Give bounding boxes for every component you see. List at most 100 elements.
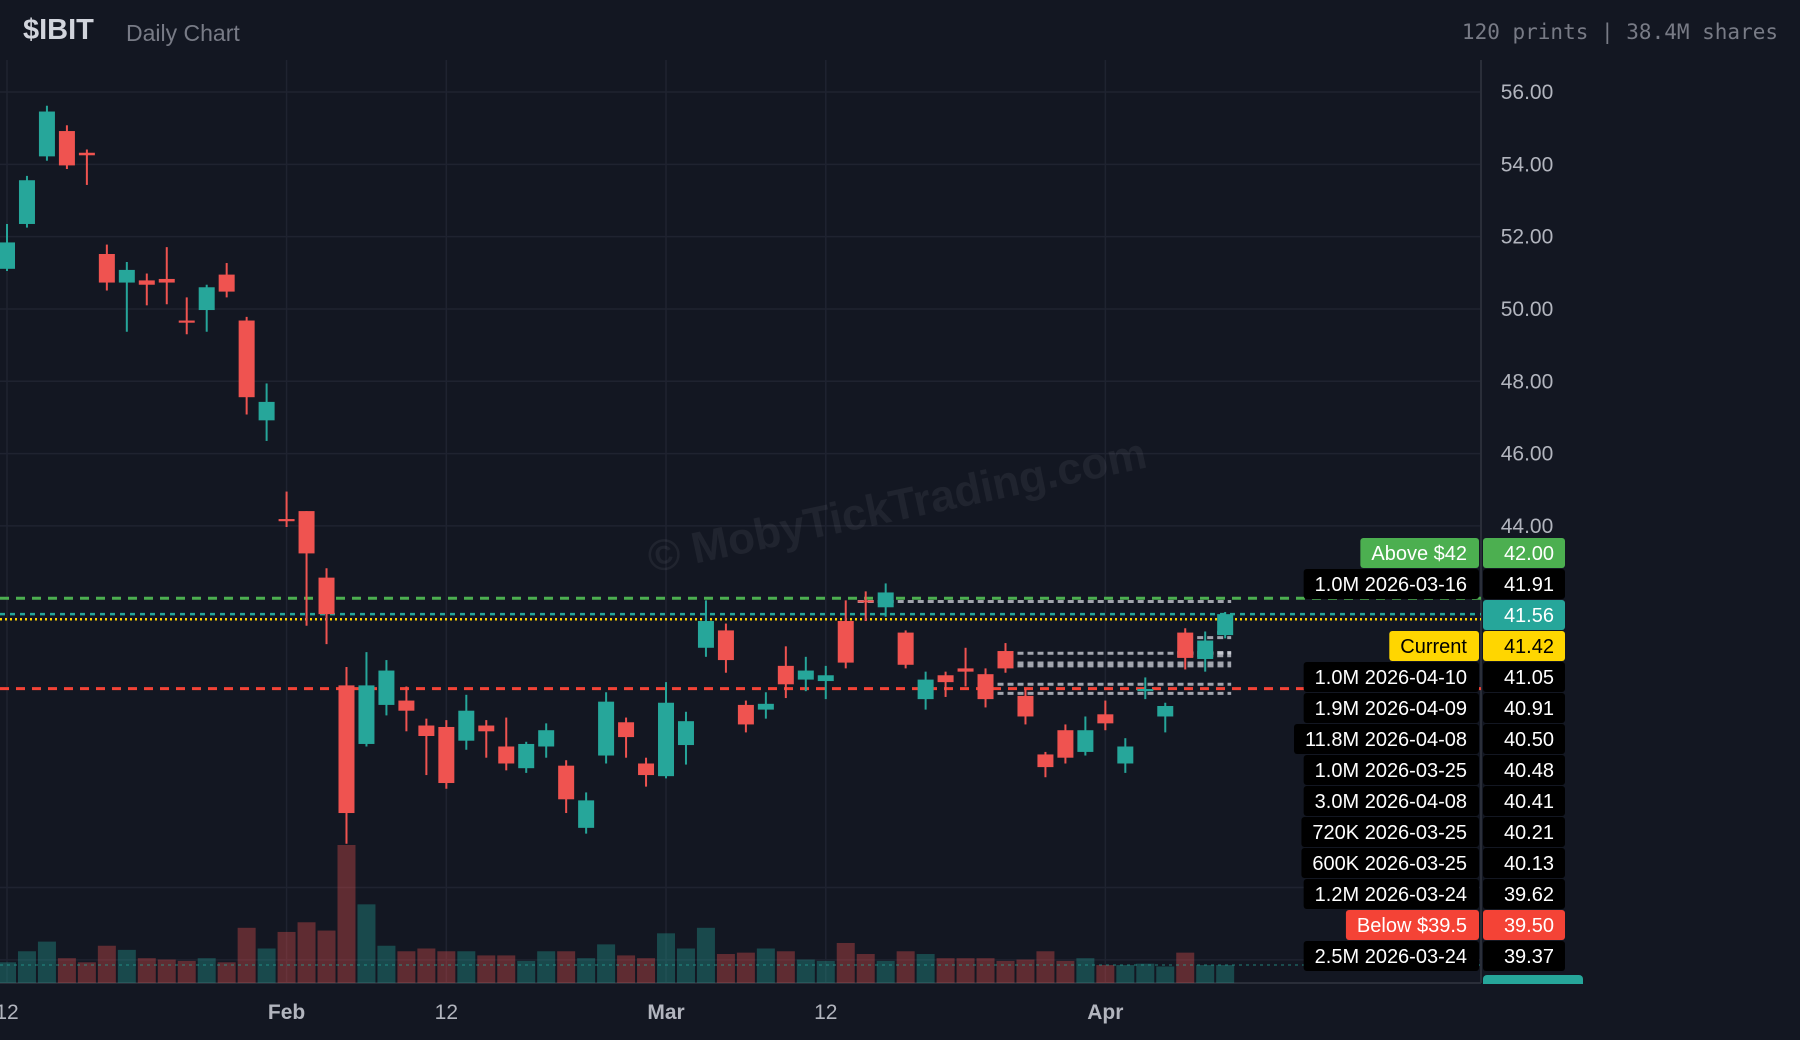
- candle: [1217, 611, 1234, 639]
- volume-bar: [17, 951, 36, 983]
- price-tag-label-box: [1303, 941, 1479, 971]
- volume-bar: [1036, 951, 1055, 983]
- price-tag-label: Below $39.5: [1357, 915, 1467, 937]
- volume-bar: [1096, 965, 1115, 983]
- volume-bar: [557, 951, 576, 983]
- candle-body: [618, 722, 635, 738]
- price-tag-value: 41.05: [1504, 667, 1554, 689]
- candle: [298, 511, 315, 626]
- candle: [1097, 700, 1114, 731]
- candle-body: [658, 702, 675, 777]
- price-tag-box: [1483, 941, 1565, 971]
- candle: [1037, 751, 1054, 778]
- chart-subtitle: Daily Chart: [126, 20, 240, 46]
- candle: [578, 792, 595, 834]
- price-tag-box: [1483, 569, 1565, 599]
- candle-body: [857, 600, 874, 603]
- price-tag-label: Above $42: [1371, 543, 1467, 565]
- volume-bar: [1196, 965, 1215, 983]
- candle: [1177, 628, 1194, 670]
- price-tag: 39.37 2.5M 2026-03-24: [1303, 941, 1565, 971]
- candle: [218, 263, 235, 298]
- volume-bar: [57, 958, 76, 983]
- candle-body: [18, 180, 35, 224]
- candle: [1057, 724, 1074, 764]
- candle: [338, 666, 355, 844]
- candle-body: [178, 320, 195, 323]
- candle: [58, 125, 75, 170]
- volume-bar: [796, 959, 815, 983]
- candle: [817, 665, 834, 700]
- candle: [877, 583, 894, 617]
- price-tag: 40.13 600K 2026-03-25: [1301, 848, 1565, 878]
- volume-bar: [37, 941, 56, 983]
- candle-body: [598, 701, 615, 756]
- candle-body: [58, 131, 75, 166]
- candle-body: [797, 670, 814, 680]
- x-tick-label: 12: [435, 1001, 458, 1024]
- price-tag: 40.48 1.0M 2026-03-25: [1303, 755, 1565, 785]
- volume-bar: [497, 955, 516, 983]
- price-tag-value: 39.62: [1504, 884, 1554, 906]
- candle-body: [458, 710, 475, 741]
- candle-body: [1057, 730, 1074, 758]
- volume-bar: [996, 960, 1015, 983]
- candle: [538, 723, 555, 758]
- y-tick-label: 52.00: [1501, 226, 1554, 249]
- price-tag: 39.62 1.2M 2026-03-24: [1303, 879, 1565, 909]
- price-tag-box: [1483, 724, 1565, 754]
- candle-body: [438, 726, 455, 784]
- price-tag-label: 720K 2026-03-25: [1312, 822, 1467, 844]
- price-tag: 40.41 3.0M 2026-04-08: [1303, 786, 1565, 816]
- volume-bar: [597, 944, 616, 983]
- price-tag-box: [1483, 786, 1565, 816]
- candle-body: [1017, 695, 1034, 717]
- volume-bar: [297, 922, 316, 983]
- volume-bar: [217, 962, 236, 983]
- price-tag-box: [1483, 600, 1565, 630]
- volume-bar: [696, 927, 715, 983]
- candle-body: [358, 685, 375, 744]
- candle: [857, 591, 874, 622]
- x-tick-label: 12: [0, 1001, 19, 1024]
- volume-bar: [277, 931, 296, 983]
- volume-bar: [577, 958, 596, 983]
- volume-bar: [716, 954, 735, 983]
- volume-bar: [736, 952, 755, 983]
- price-tag-value: 40.48: [1504, 760, 1554, 782]
- candle-body: [937, 675, 954, 683]
- price-tag-label: 600K 2026-03-25: [1312, 853, 1467, 875]
- candle: [1077, 716, 1094, 756]
- volume-bar: [317, 930, 336, 983]
- candle: [1197, 631, 1214, 672]
- candle: [458, 694, 475, 750]
- price-tag-label: 11.8M 2026-04-08: [1305, 729, 1467, 751]
- candle: [418, 718, 435, 776]
- candle-body: [238, 320, 255, 398]
- candle: [158, 247, 175, 305]
- candle: [238, 316, 255, 415]
- price-tag-label-box: [1360, 538, 1479, 568]
- volume-bar: [916, 954, 935, 983]
- candle-body: [118, 269, 135, 283]
- candle: [98, 244, 115, 291]
- volume-bar: [956, 958, 975, 983]
- price-tag-value: 39.37: [1504, 946, 1554, 968]
- candle-body: [258, 401, 275, 421]
- price-tag-label-box: [1389, 631, 1479, 661]
- candle-body: [777, 665, 794, 685]
- price-tag-value: 42.00: [1504, 543, 1554, 565]
- candle: [677, 711, 694, 765]
- candle-body: [1077, 730, 1094, 752]
- volume-bar: [397, 951, 416, 983]
- candle-body: [278, 519, 295, 522]
- time-axis-background: [0, 984, 1800, 1040]
- price-tag: 39.50 Below $39.5: [1345, 910, 1565, 940]
- candle: [1117, 738, 1134, 773]
- candle-body: [1137, 689, 1154, 692]
- x-tick-label: Mar: [647, 1001, 684, 1024]
- y-tick-label: 44.00: [1501, 515, 1554, 538]
- print-stats: 120 prints | 38.4M shares: [1461, 20, 1778, 44]
- volume-bar: [637, 958, 656, 983]
